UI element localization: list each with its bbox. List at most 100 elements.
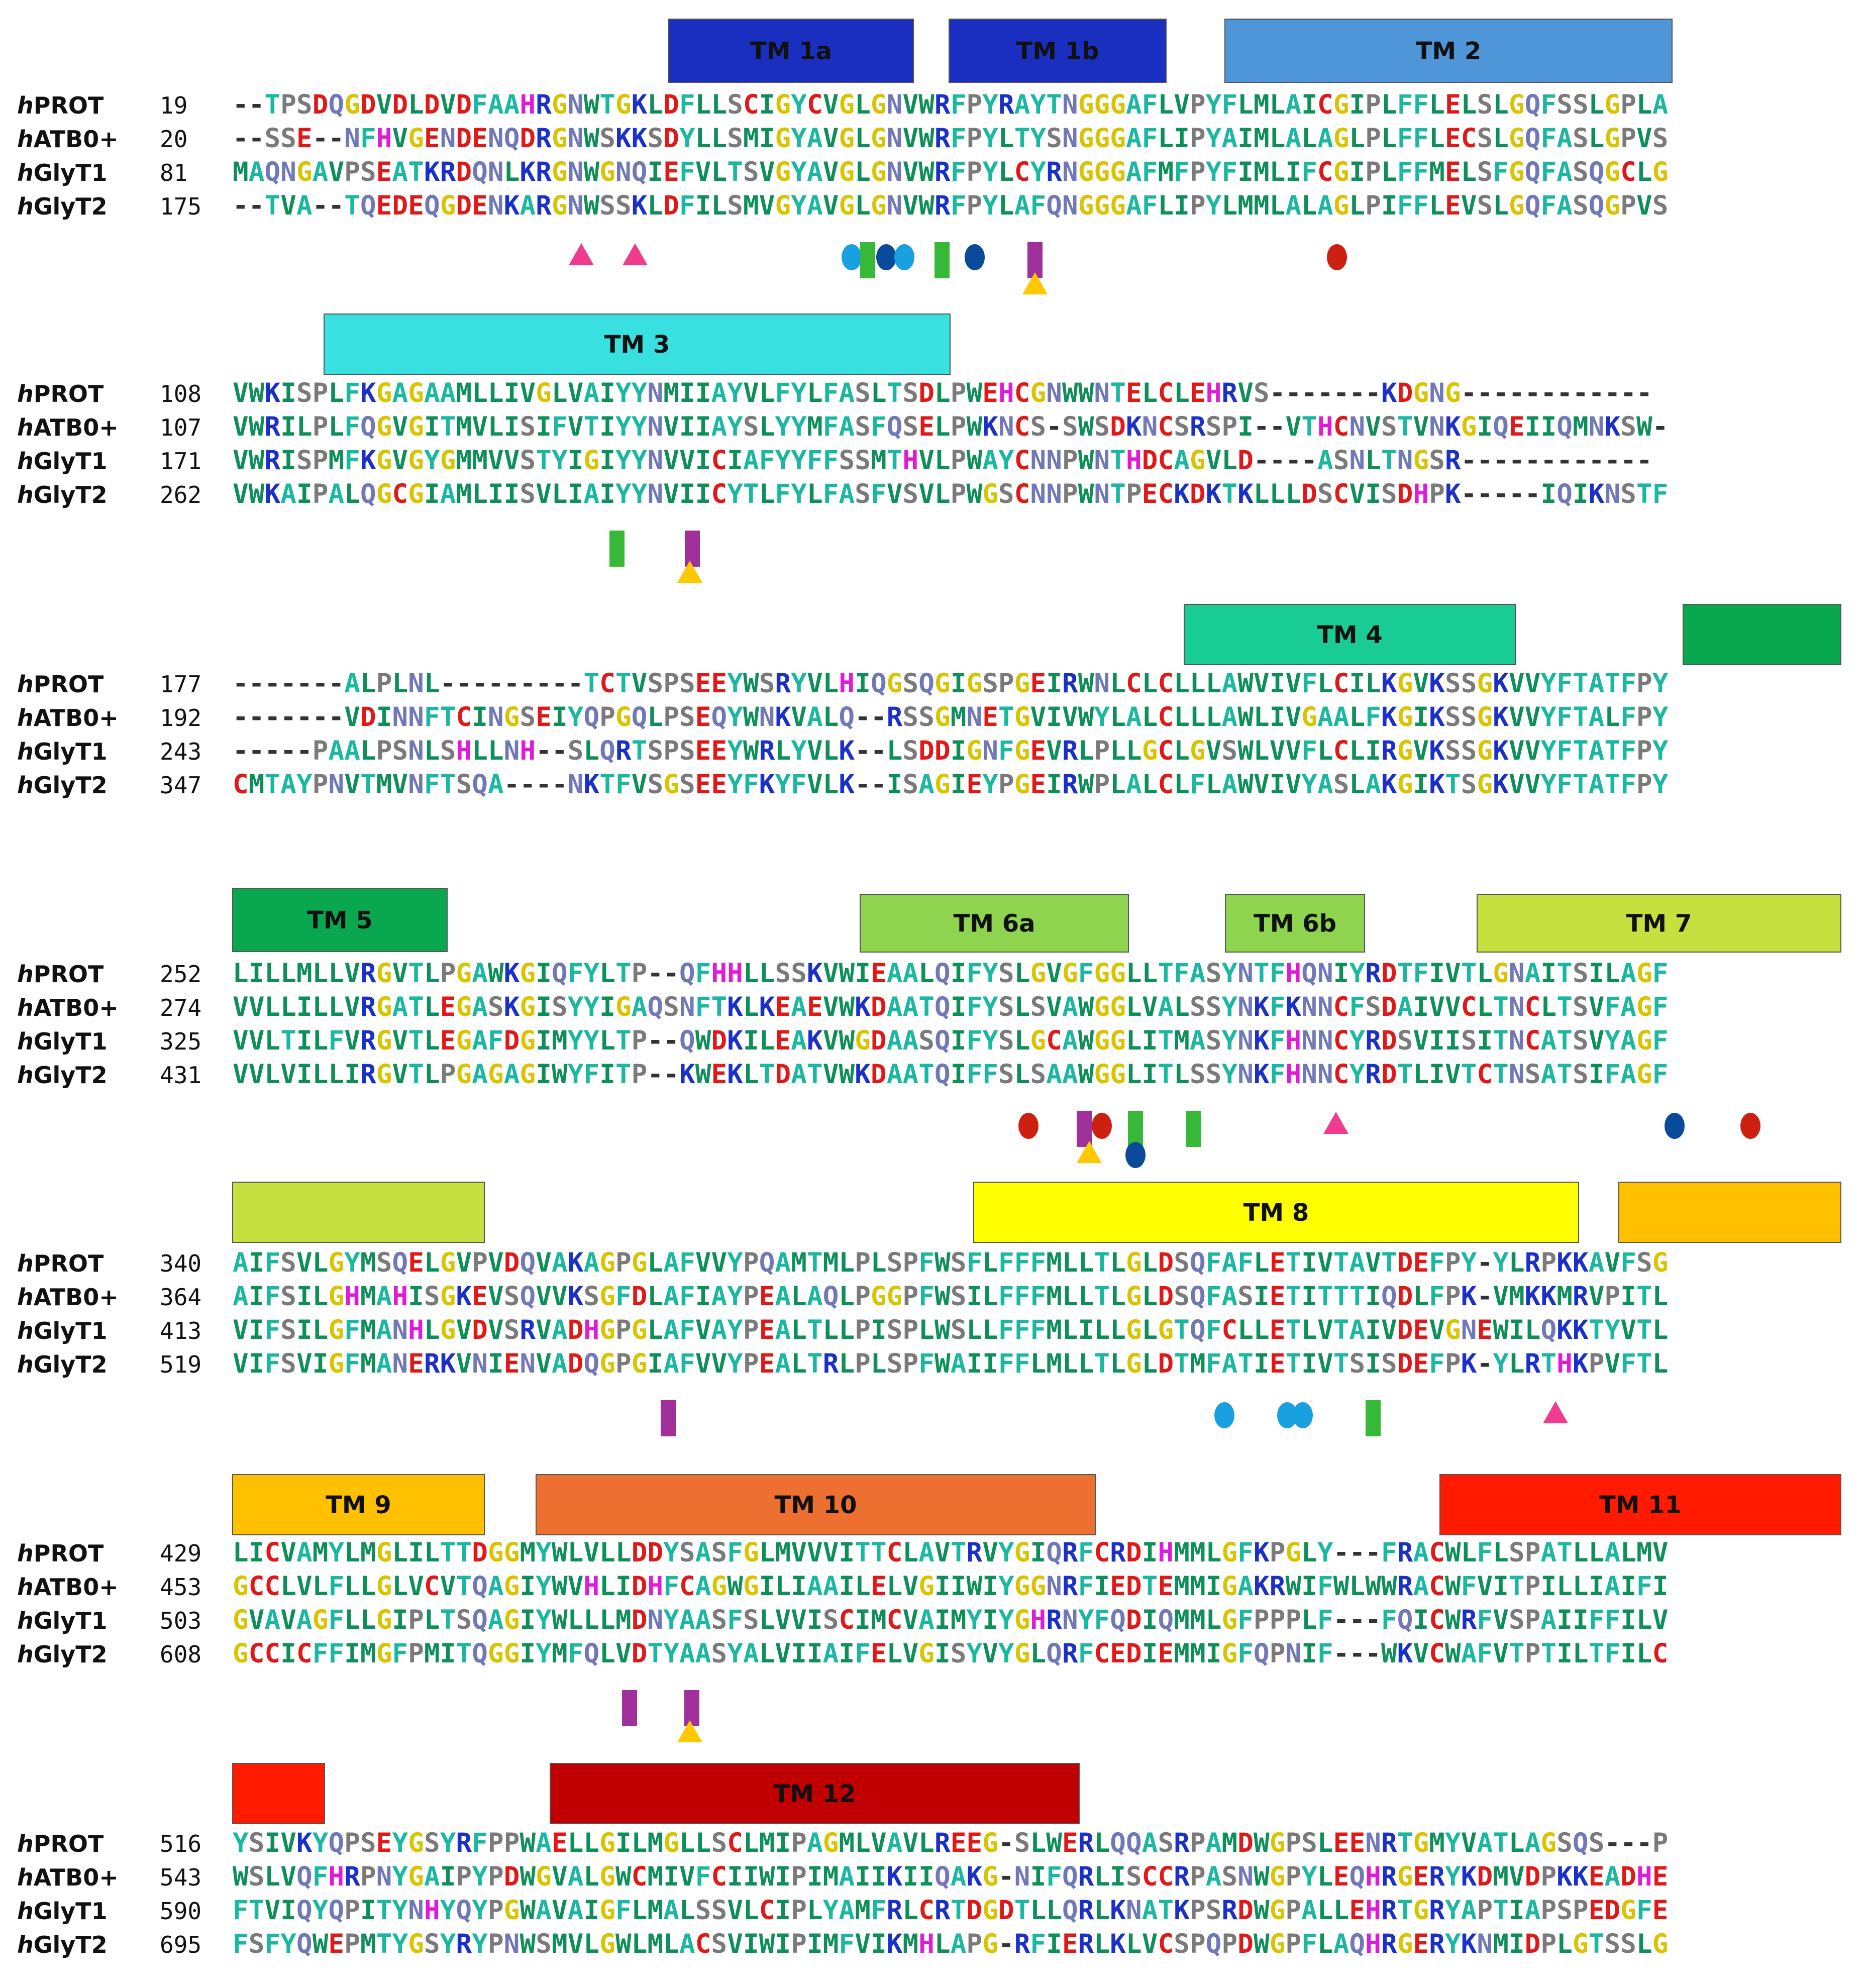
residue: G [855,1025,871,1056]
residue: Q [1349,1861,1366,1892]
residue: - [1046,411,1062,442]
residue: C [711,479,728,509]
sequence-row: WSLVQFHRPNYGAIPYPDWGVALGWCMIVFCIIWIPIMAI… [233,1861,1668,1892]
residue: F [233,1895,249,1926]
residue: P [632,958,648,989]
residue: G [1477,668,1493,699]
residue: V [632,668,648,699]
residue: I [1493,1571,1509,1602]
residue: F [1206,1281,1222,1312]
residue: I [1046,668,1062,699]
residue: G [1477,769,1493,800]
residue: P [903,1247,919,1278]
residue: S [775,958,791,989]
residue: A [679,1638,695,1669]
residue: Y [679,123,695,154]
residue: T [280,1025,296,1056]
residue: T [1317,1281,1333,1312]
residue: I [1556,1605,1573,1635]
residue: Q [329,1828,345,1858]
residue: T [360,769,376,800]
residue: A [1525,1895,1541,1926]
residue: F [1429,1281,1445,1312]
residue: S [743,1605,759,1635]
residue: F [1270,1059,1286,1090]
residue: H [727,958,743,989]
residue: F [1652,992,1669,1022]
red-oval-marker [1740,1113,1760,1139]
residue: A [1222,1247,1238,1278]
residue: A [1222,668,1238,699]
residue: F [1222,89,1238,120]
residue: M [520,1537,536,1568]
residue-start-number: 175 [160,193,201,220]
pink-triangle-marker [1543,1401,1568,1423]
residue: G [1477,736,1493,766]
residue: D [1397,479,1413,509]
residue: - [329,668,345,699]
residue: S [536,1929,552,1959]
species-prefix: h [17,1898,34,1925]
residue: - [249,668,265,699]
residue: W [584,123,600,154]
residue: T [1509,1638,1525,1669]
residue: P [1286,1861,1302,1892]
residue: - [313,123,329,154]
residue: R [424,1348,440,1379]
residue: W [967,445,983,476]
residue: G [1652,1929,1669,1959]
residue: P [1062,445,1078,476]
residue: - [1605,378,1621,408]
residue: L [1126,1059,1142,1090]
residue: T [1509,1571,1525,1602]
residue: T [1110,445,1126,476]
residue: L [1078,1281,1094,1312]
residue: E [472,123,488,154]
residue: S [887,1315,903,1345]
residue: S [615,190,632,221]
residue: Y [727,702,743,733]
residue: T [1222,479,1238,509]
residue: R [1222,1895,1238,1926]
residue: E [1030,668,1047,699]
protein-name: hATB0+ [17,414,119,441]
light-blue-oval-marker [1277,1402,1297,1428]
residue: D [1605,1895,1621,1926]
residue: N [1589,411,1605,442]
residue: A [951,1929,967,1959]
residue: I [759,1571,775,1602]
residue: S [1014,1828,1030,1858]
residue: W [918,89,934,120]
residue: G [1126,1315,1142,1345]
sequence-row: AIFSILGHMAHISGKEVSQVVKSGFDLAFIAYPEALAQLP… [233,1281,1668,1312]
residue: A [1541,1025,1557,1056]
residue: D [871,992,887,1022]
residue: Y [775,411,791,442]
residue: E [1270,1247,1286,1278]
residue: P [504,1828,520,1858]
residue: C [695,1929,711,1959]
residue: A [918,1537,934,1568]
residue: K [1429,769,1445,800]
residue: V [233,1025,249,1056]
residue: V [280,1605,296,1635]
residue: W [967,479,983,509]
residue: D [456,157,472,187]
residue: Y [727,411,743,442]
sequence-row: -------VDINNFTCINGSEIYQPGQLPSEQYWNKVALQ-… [233,702,1669,733]
residue: H [1158,1537,1174,1568]
navy-oval-marker [876,244,896,270]
residue: S [1126,1861,1142,1892]
residue: D [1381,1025,1397,1056]
residue: L [934,378,951,408]
residue: S [855,411,871,442]
residue: L [648,1281,664,1312]
residue: F [1301,736,1317,766]
residue: F [1493,157,1509,187]
residue: F [1030,1281,1047,1312]
residue: S [1445,736,1461,766]
residue: L [711,190,728,221]
residue: L [265,1025,281,1056]
residue: L [1062,1281,1078,1312]
residue: F [951,123,967,154]
